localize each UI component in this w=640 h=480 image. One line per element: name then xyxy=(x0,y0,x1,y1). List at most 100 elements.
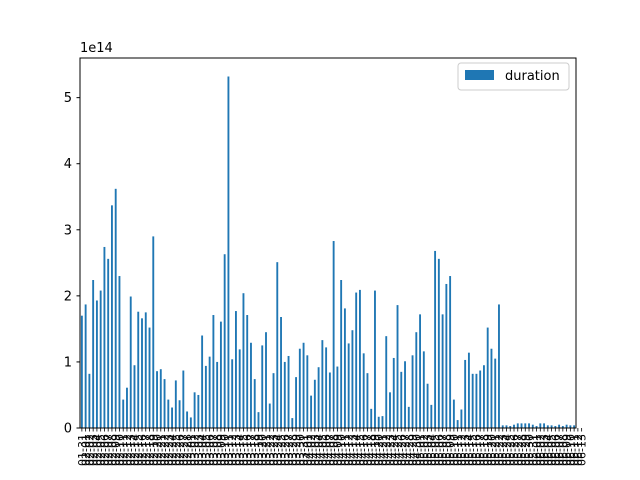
bar xyxy=(452,399,455,428)
x-tick-label: 04-04 xyxy=(313,434,326,466)
bar xyxy=(238,349,241,428)
x-tick-label: 02-06 xyxy=(98,434,111,466)
y-tick-label: 2 xyxy=(64,289,72,304)
bar xyxy=(392,357,395,428)
bar xyxy=(561,426,564,428)
y-offset-label: 1e14 xyxy=(80,41,113,56)
x-tick-label: 06-03 xyxy=(538,434,551,466)
x-tick-label: 03-10 xyxy=(219,434,232,466)
bar xyxy=(283,361,286,428)
bar xyxy=(573,425,576,428)
x-tick-label: 05-22 xyxy=(493,434,506,466)
bar xyxy=(313,379,316,428)
bar xyxy=(377,416,380,428)
x-tick-label: 03-11 xyxy=(222,434,235,466)
x-tick-label: 05-01 xyxy=(414,434,427,466)
x-tick-label: 02-28 xyxy=(181,434,194,466)
bar xyxy=(103,246,106,428)
bar xyxy=(359,289,361,428)
bar xyxy=(404,361,406,428)
y-tick-label: 5 xyxy=(64,91,72,106)
bar xyxy=(272,373,275,428)
x-tick-label: 02-16 xyxy=(136,434,149,466)
x-tick-label: 06-05 xyxy=(546,434,559,466)
x-tick-label: 02-12 xyxy=(121,434,134,466)
x-tick-label: 05-11 xyxy=(452,434,465,466)
bar xyxy=(336,366,339,428)
x-tick-label: 02-02 xyxy=(83,434,96,466)
bar xyxy=(302,342,305,428)
x-tick-label: 05-18 xyxy=(478,434,491,466)
x-tick-label: 06-09 xyxy=(561,434,574,466)
bar xyxy=(246,315,249,428)
x-tick-label: 03-22 xyxy=(264,434,277,466)
x-tick-label: 04-11 xyxy=(339,434,352,466)
bar xyxy=(554,426,557,428)
bar xyxy=(456,420,459,428)
bar xyxy=(550,425,553,428)
x-tick-label: 03-16 xyxy=(241,434,254,466)
bar xyxy=(129,296,132,428)
x-tick-label: 06-13 xyxy=(576,434,589,466)
bar xyxy=(543,423,545,428)
x-tick-label: 05-25 xyxy=(504,434,517,466)
bar xyxy=(396,305,399,428)
x-tick-label: 04-21 xyxy=(376,434,389,466)
x-tick-label: 04-29 xyxy=(407,434,420,466)
bar xyxy=(156,371,158,428)
x-tick-label: 04-03 xyxy=(309,434,322,466)
bar xyxy=(509,426,512,428)
x-tick-label: 02-25 xyxy=(170,434,183,466)
x-tick-label: 06-01 xyxy=(531,434,544,466)
x-tick-label: 02-05 xyxy=(95,434,108,466)
x-tick-label: 03-12 xyxy=(226,434,239,466)
bar xyxy=(197,394,200,428)
bar xyxy=(332,241,335,428)
x-tick-label: 05-05 xyxy=(429,434,442,466)
bar xyxy=(171,407,173,428)
x-tick-label: 04-27 xyxy=(399,434,412,466)
bar xyxy=(415,332,418,428)
x-tick-label: 05-21 xyxy=(489,434,502,466)
y-tick-label: 0 xyxy=(64,422,72,437)
x-tick-label: 05-28 xyxy=(516,434,529,466)
bar xyxy=(88,373,91,428)
x-tick-label: 06-04 xyxy=(542,434,555,466)
x-tick-label: 02-21 xyxy=(155,434,168,466)
x-tick-label: 06-12 xyxy=(572,434,585,466)
legend-box xyxy=(457,62,570,91)
x-tick-label: 04-08 xyxy=(328,434,341,466)
bar xyxy=(291,418,294,428)
bar xyxy=(347,343,350,428)
x-tick-label: 02-19 xyxy=(147,434,160,466)
bar xyxy=(475,373,478,428)
bar xyxy=(374,290,376,428)
bar xyxy=(204,365,207,428)
bar xyxy=(328,372,331,428)
bar xyxy=(152,236,155,428)
bar xyxy=(362,353,365,428)
bar xyxy=(321,340,324,428)
bar xyxy=(186,411,189,428)
bar xyxy=(216,361,219,428)
x-tick-label: 03-28 xyxy=(286,434,299,466)
x-tick-label: 02-11 xyxy=(117,434,130,466)
x-tick-label: 02-22 xyxy=(159,434,172,466)
x-tick-label: 05-14 xyxy=(463,434,476,466)
x-tick-label: 05-23 xyxy=(497,434,510,466)
bar xyxy=(325,347,328,428)
x-tick-label: 05-29 xyxy=(519,434,532,466)
bar xyxy=(231,359,234,428)
x-tick-label: 03-07 xyxy=(207,434,220,466)
x-tick-label: 02-13 xyxy=(125,434,138,466)
bar xyxy=(298,348,301,428)
bar xyxy=(99,290,102,428)
x-tick-label: 05-07 xyxy=(437,434,450,466)
x-tick-label: 03-15 xyxy=(237,434,250,466)
x-tick-label: 03-03 xyxy=(192,434,205,466)
x-tick-label: 02-14 xyxy=(128,434,141,466)
bar xyxy=(193,392,196,428)
x-tick-label: 03-19 xyxy=(252,434,265,466)
bar xyxy=(513,424,515,428)
bar xyxy=(494,358,497,428)
